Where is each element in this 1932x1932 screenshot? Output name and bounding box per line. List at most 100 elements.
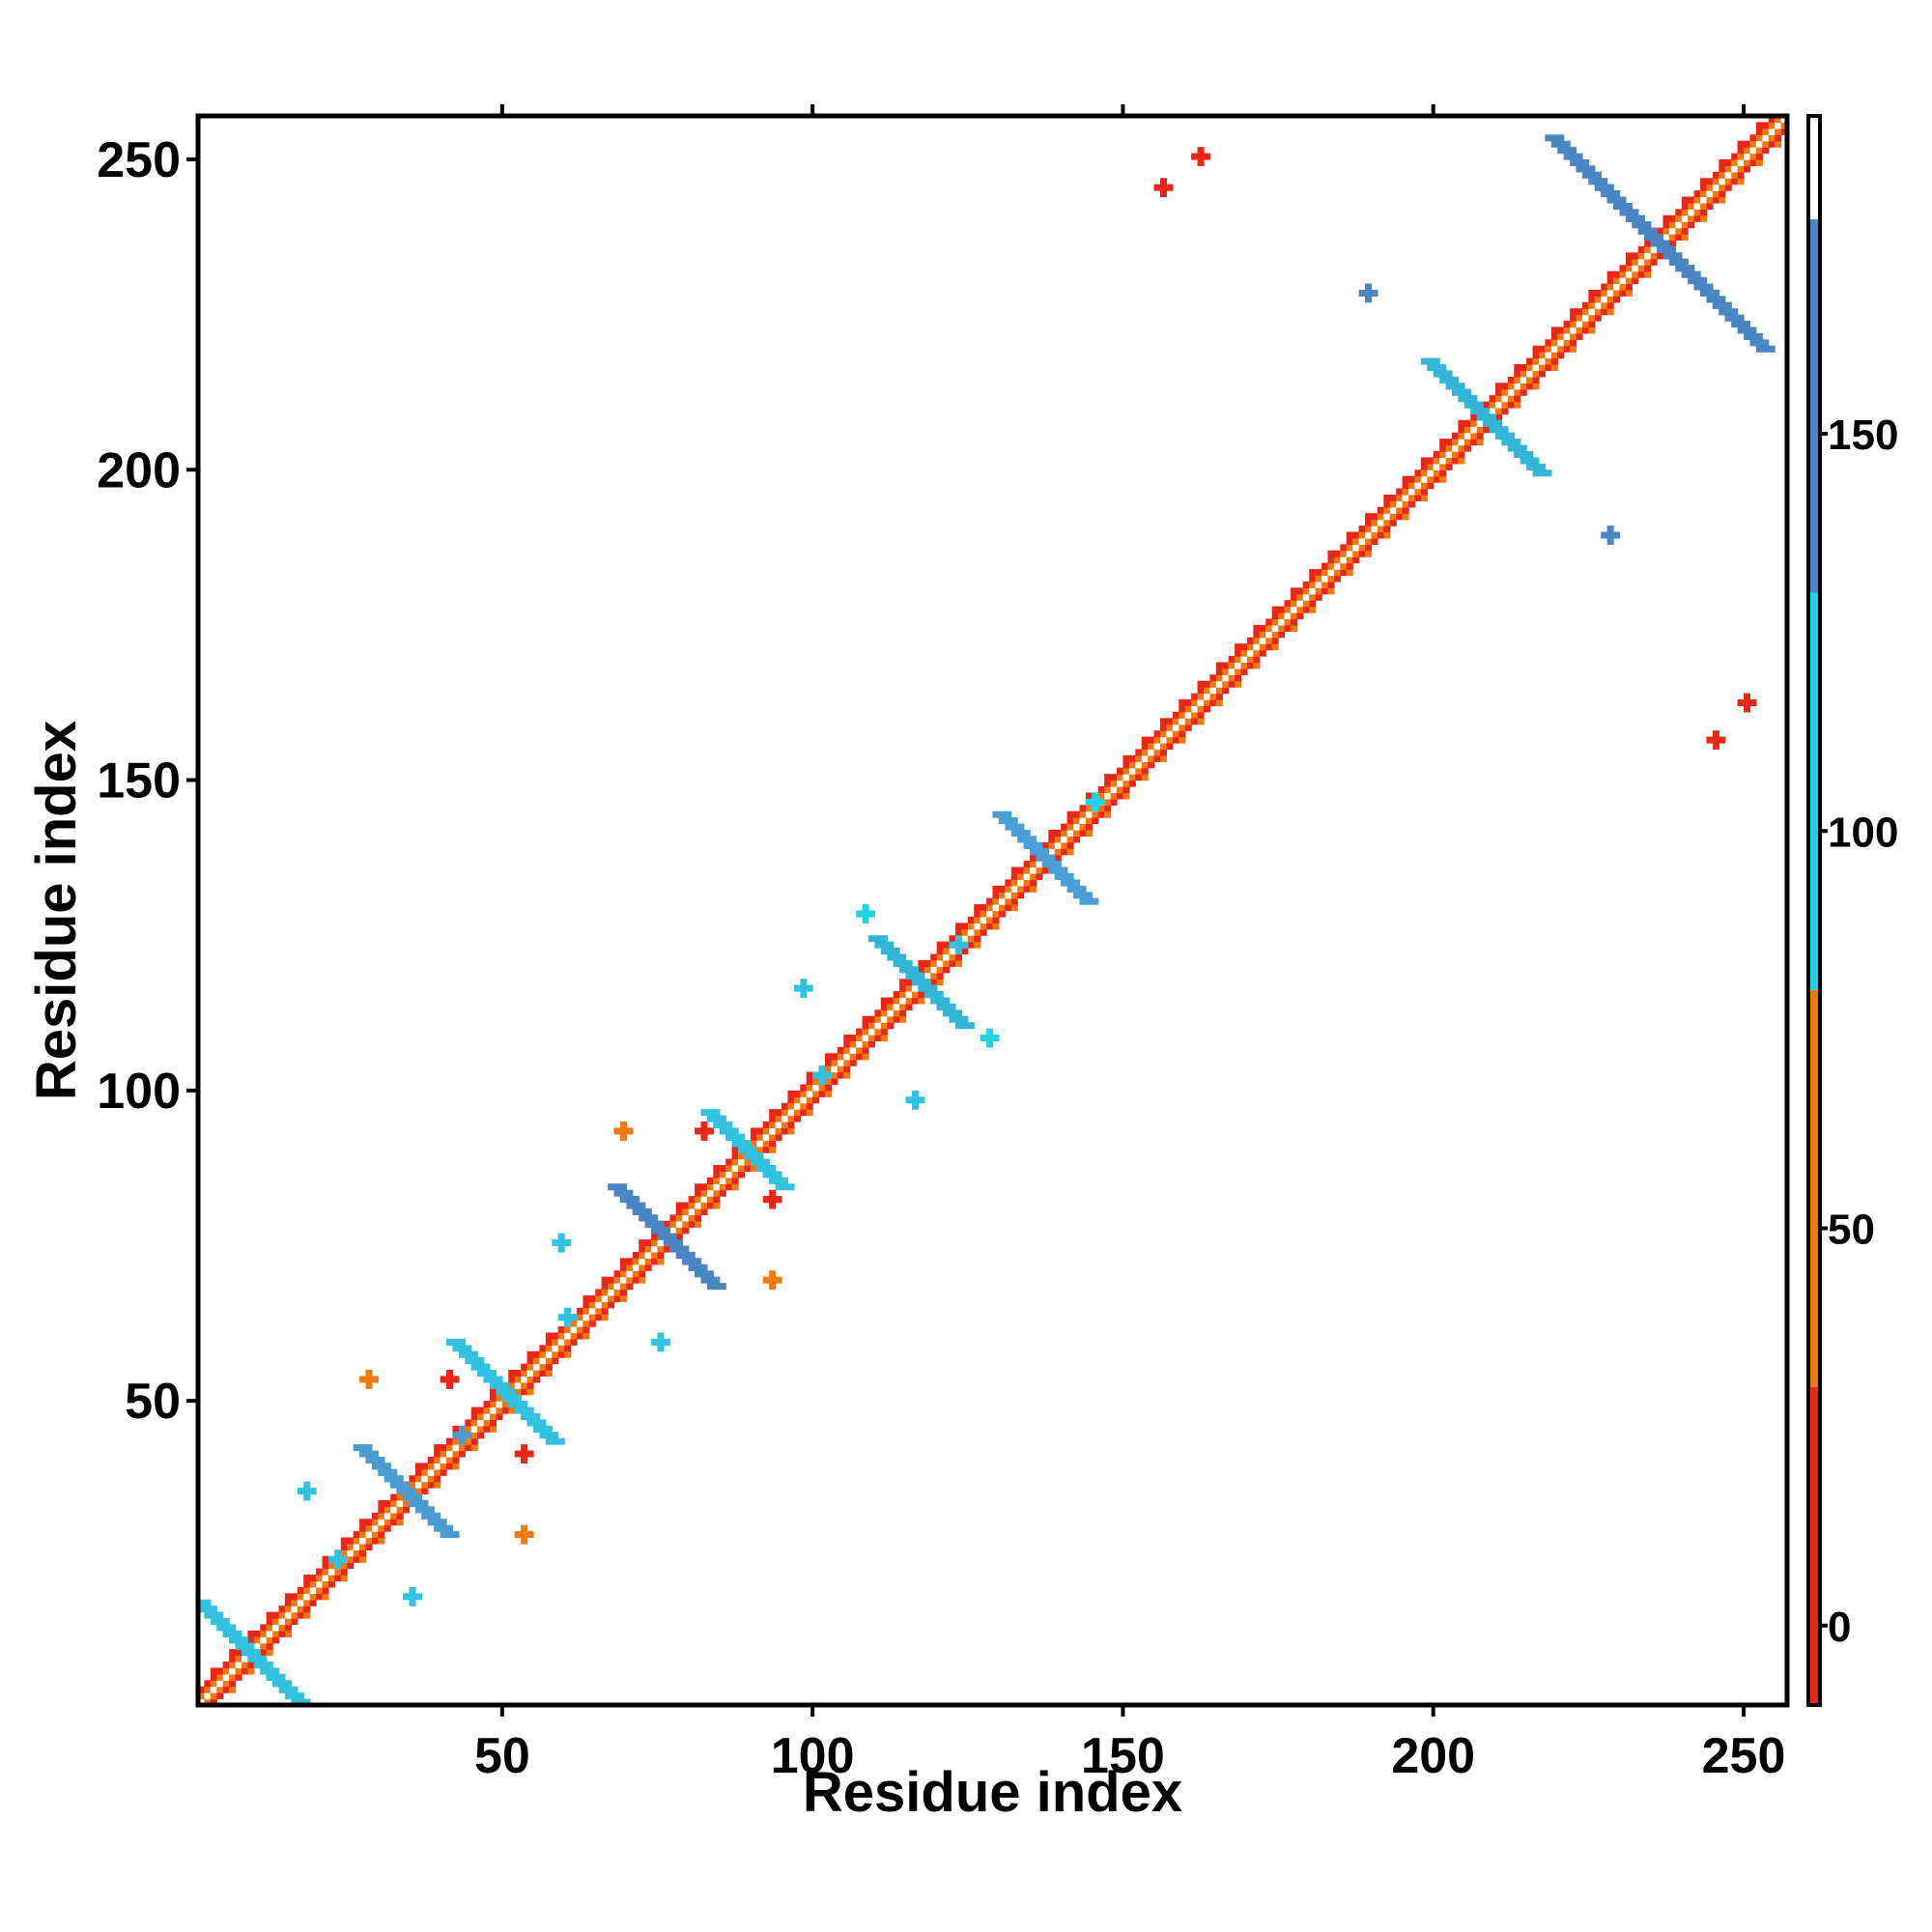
contact-cell [923,984,931,992]
contact-cell [818,1071,826,1079]
contact-cell [322,1568,329,1576]
contact-cell [1724,314,1732,322]
contact-cell [1749,147,1757,155]
contact-cell [1209,674,1217,682]
contact-cell [1427,457,1435,465]
contact-cell [1439,370,1447,378]
contact-cell [1662,245,1670,253]
contact-cell [1036,861,1043,868]
contact-cell [762,1140,770,1148]
contact-cell [539,1425,547,1433]
contact-cell [663,1245,670,1253]
contact-cell [1688,214,1695,222]
contact-cell [1166,184,1174,191]
contact-cell [1414,469,1422,477]
contact-cell [930,984,938,992]
contact-cell [1545,364,1552,372]
contact-cell [521,1363,528,1371]
contact-cell [1681,221,1689,229]
contact-cell [1545,134,1552,142]
contact-cell [501,1381,509,1389]
contact-cell [1514,401,1521,409]
contact-cell [936,979,944,986]
contact-cell [576,1314,583,1321]
contact-cell [1755,134,1763,142]
contact-cell [1688,196,1695,204]
contact-cell [414,1463,422,1470]
contact-cell [446,1370,454,1378]
contact-cell [1128,780,1136,787]
contact-cell [930,953,938,961]
contact-cell [856,1046,864,1054]
contact-cell [1458,426,1465,434]
contact-cell [390,1512,398,1520]
contact-cell [626,1127,634,1135]
contact-cell [1246,649,1254,657]
contact-cell [986,916,994,923]
contact-cell [1203,699,1211,707]
contact-cell [229,1673,237,1681]
contact-cell [675,1251,683,1259]
contact-cell [434,1481,441,1489]
contact-cell [1613,289,1621,297]
contact-cell [1197,147,1205,155]
contact-cell [706,1183,714,1191]
contact-cell [1494,383,1503,390]
contact-cell [291,1599,298,1606]
contact-cell [1749,140,1757,148]
contact-cell [1302,600,1310,608]
contact-cell [1452,450,1460,459]
contact-cell [880,941,888,949]
contact-cell [303,1488,311,1495]
contact-cell [1054,872,1062,880]
contact-cell [446,1450,454,1458]
contact-cell [1073,879,1081,887]
contact-cell [1675,214,1683,222]
contact-cell [775,1133,782,1141]
contact-cell [750,1152,757,1160]
contact-cell [1117,767,1124,775]
contact-cell [713,1115,721,1122]
contact-cell [1731,165,1739,173]
contact-cell [1483,408,1491,415]
contact-cell [1550,364,1558,372]
contact-cell [496,1412,503,1421]
contact-cell [1054,841,1062,849]
contact-cell [514,1450,522,1458]
contact-cell [421,1512,429,1520]
contact-cell [235,1642,242,1650]
contact-cell [613,1283,621,1291]
contact-cell [1215,674,1223,682]
contact-cell [247,1649,255,1657]
contact-cell [1494,432,1503,440]
contact-cell [1433,364,1440,372]
contact-cell [229,1624,237,1632]
contact-cell [564,1320,572,1327]
contact-cell [1352,537,1360,545]
contact-cell [862,904,869,912]
contact-cell [1775,128,1782,135]
contact-cell [1010,823,1018,831]
contact-cell [1588,178,1596,185]
contact-cell [1601,190,1608,198]
contact-cell [1215,662,1223,669]
contact-cell [1315,575,1322,582]
contact-cell [619,1258,627,1265]
contact-cell [564,1326,572,1334]
contact-cell [632,1251,639,1259]
contact-cell [552,1350,559,1358]
contact-cell [434,1456,441,1463]
contact-cell [1371,537,1378,545]
contact-cell [812,1071,820,1079]
contact-cell [198,1599,206,1606]
contact-cell [1700,209,1708,216]
contact-cell [608,1289,615,1296]
contact-cell [216,1624,224,1632]
contact-cell [738,1140,746,1148]
contact-cell [1632,252,1639,260]
contact-cell [1557,134,1565,142]
contact-cell [856,910,864,918]
contact-cell [639,1251,646,1259]
contact-cell [1097,798,1105,806]
contact-cell [272,1618,280,1626]
